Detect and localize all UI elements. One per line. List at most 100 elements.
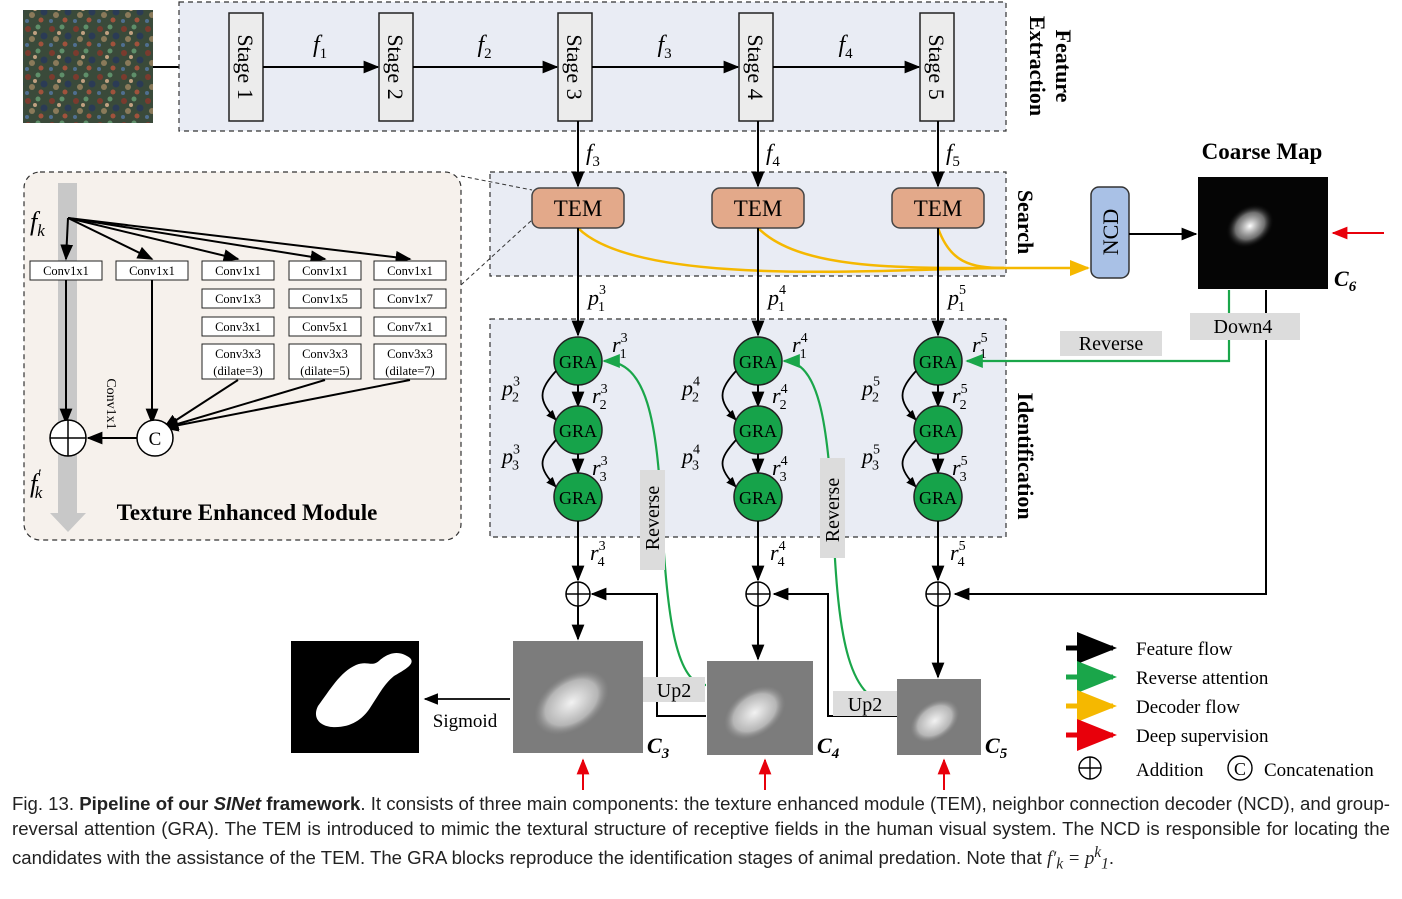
legend-reverse-attention: Reverse attention — [1136, 668, 1269, 689]
conv-box — [201, 260, 275, 281]
coarse-down-path — [953, 290, 1267, 601]
gra-label: GRA — [559, 488, 597, 508]
search-title: Search — [1013, 190, 1038, 254]
tem-input-feature: f5 — [946, 140, 960, 170]
caption-bold-tail: framework — [266, 793, 361, 814]
output-map-blob — [910, 699, 960, 743]
decoder-flow-path-5 — [936, 227, 1090, 276]
conv-box — [373, 260, 447, 281]
p-label: p4 3 — [680, 443, 700, 474]
tem-input-feature: f3 — [586, 140, 600, 170]
tem-residual-arrowhead — [50, 513, 86, 532]
conv-dilated-box — [201, 343, 275, 380]
gra-label: GRA — [919, 488, 957, 508]
caption-fig-number: Fig. 13. — [12, 793, 75, 814]
conv-label: Conv1x1 — [129, 264, 175, 278]
caption-formula: f′k = pk1 — [1046, 844, 1109, 873]
conv-label: Conv1x3 — [215, 292, 261, 306]
caption-text: . It consists of three main components: … — [12, 793, 1390, 869]
r4-label: r4 4 — [770, 539, 786, 570]
r-label: r3 2 — [592, 382, 608, 413]
r4-label: r3 4 — [590, 539, 606, 570]
up2-label-2: Up2 — [848, 694, 882, 716]
gra-group-loop — [901, 370, 917, 421]
gra-group-loop — [541, 370, 557, 421]
output-map-label: C4 — [817, 733, 840, 762]
conv-label: Conv1x1 — [215, 264, 261, 278]
sigmoid-label: Sigmoid — [433, 711, 498, 732]
gra-group-loop — [541, 439, 557, 488]
reverse-label-box-top — [1060, 331, 1162, 356]
tem-input-feature: f4 — [766, 140, 780, 170]
tem-label: TEM — [734, 196, 783, 221]
branch-to-concat-arrow — [162, 379, 411, 432]
tem-fan-arrow — [67, 217, 154, 260]
conv-box — [288, 260, 362, 281]
caption-bold: Pipeline of our — [79, 793, 209, 814]
side-conv-label: Conv1x1 — [103, 378, 118, 429]
conv-label: Conv1x7 — [387, 292, 433, 306]
gra-label: GRA — [739, 488, 777, 508]
gra-label: GRA — [919, 421, 957, 441]
tem-output-label: f′ k — [30, 467, 43, 502]
r-label: r4 2 — [772, 382, 788, 413]
conv-dilate-rate: (dilate=5) — [300, 364, 349, 378]
stage-label: Stage 1 — [233, 34, 258, 99]
gra-label: GRA — [919, 352, 957, 372]
tem-zoom-line-2 — [460, 219, 533, 286]
legend-deep-supervision: Deep supervision — [1136, 726, 1269, 747]
stage-block — [919, 12, 955, 122]
tem-fan-arrow — [67, 217, 240, 262]
output-map-label: C5 — [985, 733, 1008, 762]
ncd-block — [1090, 186, 1130, 279]
legend-concat-symbol: C — [1234, 759, 1246, 779]
tem-input-label: fk — [30, 207, 45, 240]
output-map-blob — [534, 670, 609, 736]
r-label: r3 3 — [592, 454, 608, 485]
r-label: r5 2 — [952, 382, 968, 413]
gra-label: GRA — [739, 421, 777, 441]
down4-label-box — [1190, 313, 1300, 340]
conv-box — [201, 288, 275, 309]
conv-label: Conv3x1 — [215, 320, 261, 334]
coarse-map-title: Coarse Map — [1202, 139, 1323, 164]
stage-label: Stage 5 — [924, 34, 949, 99]
feature-extraction-title-2: Extraction — [1025, 16, 1050, 116]
gra-group-loop — [901, 439, 917, 488]
reverse-label-top: Reverse — [1079, 333, 1144, 355]
legend-feature-flow: Feature flow — [1136, 639, 1233, 660]
sinet-pipeline-diagram: Feature Extraction Stage 1 f1 Stage 2 f2 Sta… — [23, 1, 1384, 790]
gra-label: GRA — [559, 421, 597, 441]
conv-label: Conv1x1 — [302, 264, 348, 278]
ncd-label: NCD — [1098, 209, 1123, 255]
legend-addition: Addition — [1136, 760, 1204, 781]
down4-label: Down4 — [1214, 316, 1273, 338]
conv-label: Conv5x1 — [302, 320, 348, 334]
conv-label: Conv1x1 — [43, 264, 89, 278]
stage-label: Stage 3 — [562, 34, 587, 99]
stage-label: Stage 4 — [743, 34, 768, 99]
conv-box — [201, 316, 275, 337]
p-label: p5 2 — [860, 375, 880, 406]
p-label: p3 2 — [500, 375, 520, 406]
feature-extraction-title: Feature — [1051, 30, 1076, 103]
tem-label: TEM — [554, 196, 603, 221]
reverse-label: Reverse — [642, 486, 664, 551]
caption-model-name: SINet — [213, 793, 262, 814]
conv-dilate-rate: (dilate=3) — [213, 364, 262, 378]
tem-label: TEM — [914, 196, 963, 221]
tem-fan-arrow — [67, 217, 327, 264]
coarse-map-blob — [1225, 203, 1275, 249]
up2-label-box-1 — [643, 677, 705, 702]
conv-dilated-label: Conv3x3 — [215, 347, 261, 361]
output-map-label: C3 — [647, 733, 670, 762]
p-label: p4 2 — [680, 375, 700, 406]
conv-box — [373, 288, 447, 309]
figure-caption: Fig. 13. Pipeline of our SINet framework… — [12, 793, 1390, 873]
conv-label: Conv7x1 — [387, 320, 433, 334]
up2-label-1: Up2 — [657, 680, 691, 702]
gra-group-loop — [721, 370, 737, 421]
p1-label: p4 1 — [766, 283, 786, 315]
r4-label: r5 4 — [950, 539, 966, 570]
conv-dilated-label: Conv3x3 — [302, 347, 348, 361]
